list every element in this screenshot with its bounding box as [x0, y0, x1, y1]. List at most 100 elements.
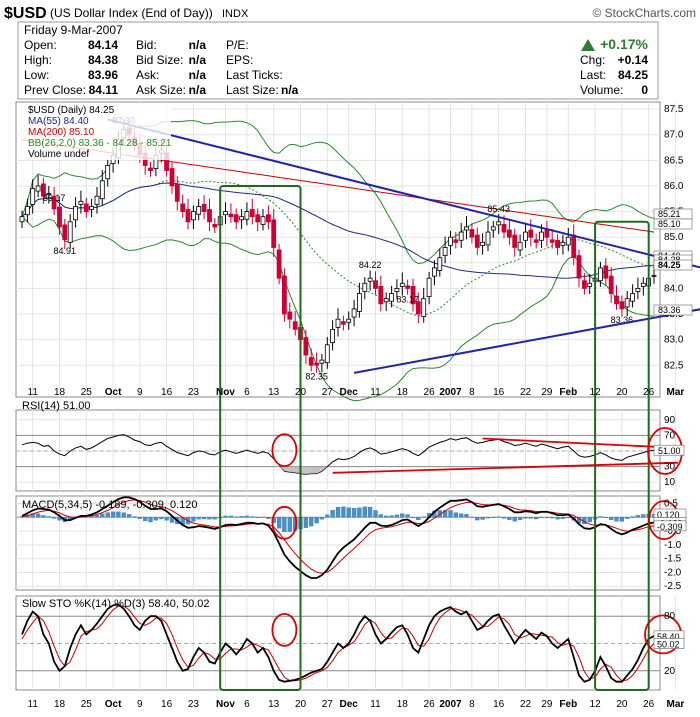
candle-body — [292, 321, 298, 330]
candle-body — [544, 229, 550, 238]
candle-body — [148, 167, 153, 171]
quote-date: Friday 9-Mar-2007 — [24, 23, 123, 37]
candle-body — [555, 239, 560, 248]
macd-histogram-bar — [94, 514, 100, 518]
last-label: Last: — [580, 68, 606, 82]
candle-body — [169, 168, 175, 187]
candle-body — [437, 257, 443, 271]
candle-body — [512, 234, 518, 248]
rsi-support-trendline — [332, 461, 679, 474]
macd-histogram-bar — [51, 517, 57, 519]
macd-histogram-bar — [485, 517, 491, 519]
candle-body — [228, 213, 234, 218]
candle-body — [324, 344, 330, 364]
candle-body — [399, 282, 405, 287]
ma55-line — [21, 182, 655, 279]
candle-body — [539, 231, 544, 241]
candle-body — [608, 275, 614, 294]
candle-body — [389, 293, 395, 302]
macd-histogram-bar — [100, 513, 105, 518]
macd-histogram-bar — [373, 510, 378, 518]
price-y-tick-label: 87.0 — [664, 130, 684, 141]
price-x-tick-label: 23 — [188, 387, 200, 398]
price-x-tick-label: 18 — [54, 387, 66, 398]
macd-histogram-bar — [464, 514, 469, 518]
bb-lower-line — [21, 216, 655, 402]
macd-value-label: 0.120 — [657, 510, 680, 520]
ask-label: Ask: — [136, 68, 159, 82]
price-annotation: 84.91 — [54, 246, 77, 256]
macd-histogram-bar — [367, 506, 373, 518]
candle-body — [378, 285, 384, 305]
macd-layer — [16, 496, 660, 587]
macd-histogram-bar — [587, 517, 592, 523]
candle-body — [373, 280, 378, 289]
sto-y-tick-label: 20 — [664, 666, 676, 677]
macd-histogram-bar — [566, 517, 571, 519]
macd-histogram-bar — [501, 517, 507, 519]
candle-body — [314, 362, 320, 366]
candle-body — [24, 206, 30, 216]
credit: © StockCharts.com — [592, 6, 696, 20]
candle-body — [180, 203, 186, 212]
axis-layer: 11 11 18 18 25 25 Oct Oct 9 9 16 16 23 23 Nov Nov 6 6 13 13… — [28, 104, 693, 710]
price-x-tick-label: Nov — [216, 387, 235, 398]
macd-histogram-bar — [405, 514, 410, 518]
candle-body — [356, 293, 362, 312]
macd-histogram-bar — [255, 517, 260, 518]
macd-histogram-bar — [416, 517, 421, 520]
macd-histogram-bar — [517, 517, 523, 520]
sto-x-tick-label: 23 — [188, 699, 200, 710]
last-ticks-label: Last Ticks: — [226, 68, 283, 82]
rsi-resistance-trendline — [482, 437, 679, 449]
candle-body — [506, 229, 512, 238]
highlight-box — [219, 185, 302, 691]
candle-body — [362, 282, 368, 292]
macd-histogram-bar — [266, 517, 271, 519]
right-price-label: 85.10 — [658, 219, 681, 229]
price-annotation: 83.36 — [611, 315, 634, 325]
macd-histogram-bar — [132, 516, 137, 518]
candle-body — [351, 308, 357, 318]
sto-x-tick-label: Nov — [216, 699, 235, 710]
candle-body — [367, 277, 373, 282]
sto-x-tick-label: 26 — [424, 699, 436, 710]
ask-size-value: n/a — [189, 83, 207, 97]
rsi-circle — [271, 433, 298, 468]
macd-histogram-bar — [105, 512, 110, 518]
rsi-title: RSI(14) 51.00 — [22, 400, 90, 412]
sto-x-tick-label: 25 — [81, 699, 93, 710]
price-x-tick-label: 20 — [295, 387, 307, 398]
macd-histogram-bar — [314, 517, 319, 524]
volume-label: Volume: — [580, 83, 623, 97]
candle-body — [201, 203, 207, 212]
candle-body — [287, 311, 293, 320]
candle-body — [582, 280, 587, 289]
candle-body — [587, 282, 593, 287]
sto-title: Slow STO %K(14) %D(3) 58.40, 50.02 — [22, 598, 210, 610]
macd-value-box — [653, 520, 687, 532]
candle-body — [265, 214, 271, 223]
price-legend: $USD (Daily) 84.25 MA(55) 84.40 MA(200) … — [19, 104, 172, 160]
candle-body — [260, 216, 266, 225]
candle-body — [464, 226, 469, 231]
sto-x-tick-label: 16 — [493, 699, 505, 710]
candle-body — [576, 255, 582, 279]
price-annotation: 84.22 — [359, 260, 382, 270]
candle-body — [630, 293, 635, 302]
candle-body — [603, 265, 609, 279]
candle-body — [421, 298, 427, 318]
candle-body — [303, 337, 309, 356]
candle-body — [480, 241, 486, 246]
price-y-tick-label: 86.0 — [664, 181, 684, 192]
candle-body — [651, 275, 657, 278]
sto-x-tick-label: 27 — [322, 699, 334, 710]
candle-body — [255, 214, 261, 223]
candle-body — [212, 223, 218, 228]
right-price-label: 85.21 — [658, 209, 681, 219]
candle-body — [640, 282, 646, 287]
price-x-tick-label: 13 — [268, 387, 280, 398]
sto-circle — [271, 613, 298, 647]
symbol: $USD — [4, 5, 47, 22]
price-y-tick-label: 82.5 — [664, 360, 684, 371]
